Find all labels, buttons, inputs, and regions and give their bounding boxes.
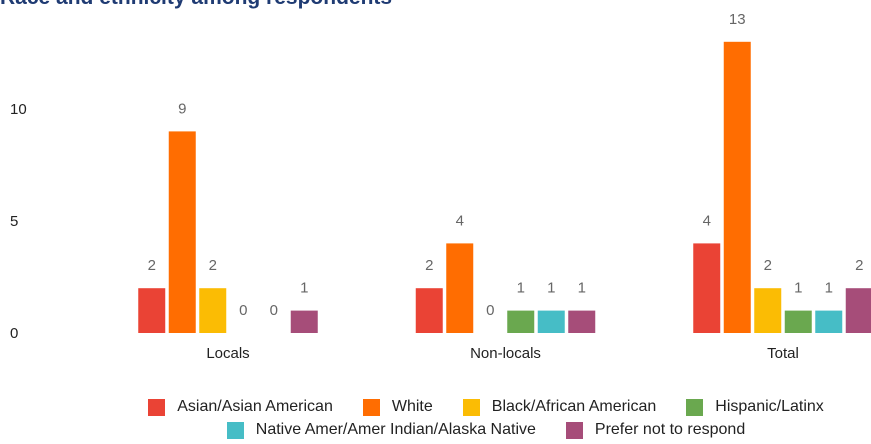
value-label: 1	[794, 280, 802, 297]
value-label: 1	[517, 280, 525, 297]
legend-item: Native Amer/Amer Indian/Alaska Native	[226, 421, 536, 439]
value-label: 9	[178, 100, 186, 117]
bar	[784, 310, 812, 333]
value-label: 4	[703, 212, 711, 229]
legend-label: Asian/Asian American	[177, 398, 333, 415]
legend-item: Black/African American	[462, 398, 657, 416]
value-label: 0	[270, 302, 278, 319]
value-label: 2	[425, 257, 433, 274]
legend-swatch	[362, 398, 380, 416]
x-tick-label: Non-locals	[470, 345, 541, 362]
x-tick-label: Locals	[206, 345, 249, 362]
legend-label: Native Amer/Amer Indian/Alaska Native	[255, 421, 536, 438]
bar	[845, 288, 871, 333]
bar	[290, 310, 318, 333]
value-label: 4	[456, 212, 464, 229]
value-label: 1	[547, 280, 555, 297]
legend-swatch	[148, 398, 166, 416]
value-label: 2	[764, 257, 772, 274]
legend-item: Prefer not to respond	[565, 421, 746, 439]
legend: Asian/Asian American White Black/African A…	[96, 398, 871, 439]
bar	[446, 243, 474, 333]
legend-swatch	[565, 421, 583, 439]
bar	[507, 310, 535, 333]
bar	[537, 310, 565, 333]
y-tick-label: 5	[10, 213, 18, 230]
value-label: 0	[486, 302, 494, 319]
legend-label: White	[391, 398, 433, 415]
bar	[723, 41, 751, 334]
y-tick-label: 10	[10, 101, 27, 118]
bar	[199, 288, 227, 333]
bar	[568, 310, 596, 333]
value-label: 1	[300, 280, 308, 297]
value-label: 0	[239, 302, 247, 319]
y-tick-label: 0	[10, 325, 18, 342]
legend-swatch	[462, 398, 480, 416]
legend-label: Prefer not to respond	[594, 421, 746, 438]
value-label: 1	[825, 280, 833, 297]
legend-item: Hispanic/Latinx	[686, 398, 824, 416]
legend-label: Hispanic/Latinx	[715, 398, 824, 415]
bar	[415, 288, 443, 333]
legend-item: White	[362, 398, 433, 416]
bar	[693, 243, 721, 333]
bar	[138, 288, 166, 333]
value-label: 2	[148, 257, 156, 274]
value-label: 2	[855, 257, 863, 274]
value-label: 2	[209, 257, 217, 274]
legend-label: Black/African American	[491, 398, 657, 415]
bar	[754, 288, 782, 333]
value-label: 13	[729, 11, 746, 28]
legend-swatch	[226, 421, 244, 439]
x-tick-label: Total	[767, 345, 799, 362]
legend-swatch	[686, 398, 704, 416]
bar	[168, 131, 196, 333]
legend-item: Asian/Asian American	[148, 398, 333, 416]
bar	[815, 310, 843, 333]
value-label: 1	[578, 280, 586, 297]
chart-title: Race and ethnicity among respondents	[0, 0, 392, 9]
